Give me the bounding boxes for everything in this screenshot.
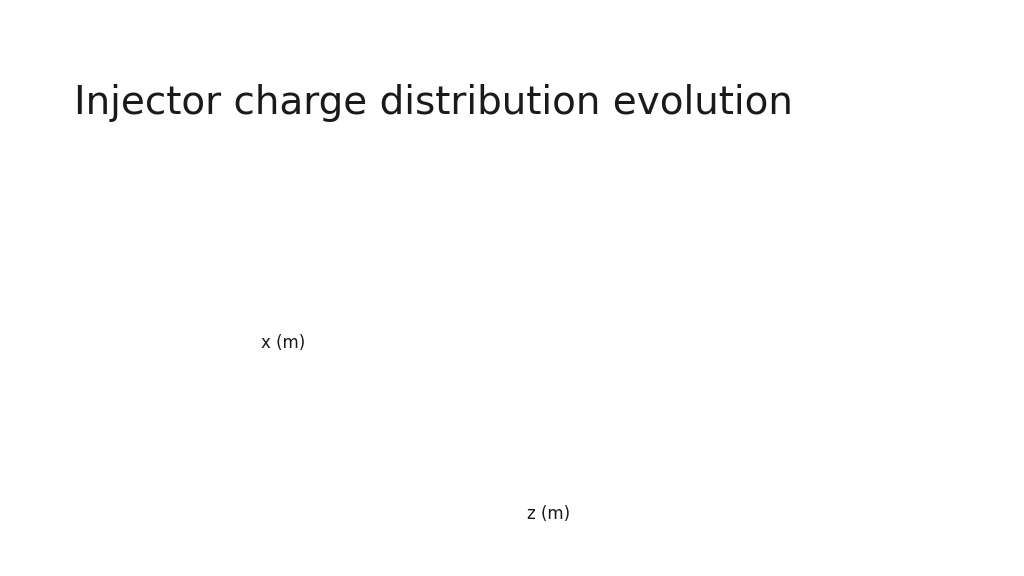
Text: Injector charge distribution evolution: Injector charge distribution evolution	[74, 84, 793, 122]
Text: z (m): z (m)	[527, 505, 570, 523]
Text: x (m): x (m)	[261, 334, 305, 352]
